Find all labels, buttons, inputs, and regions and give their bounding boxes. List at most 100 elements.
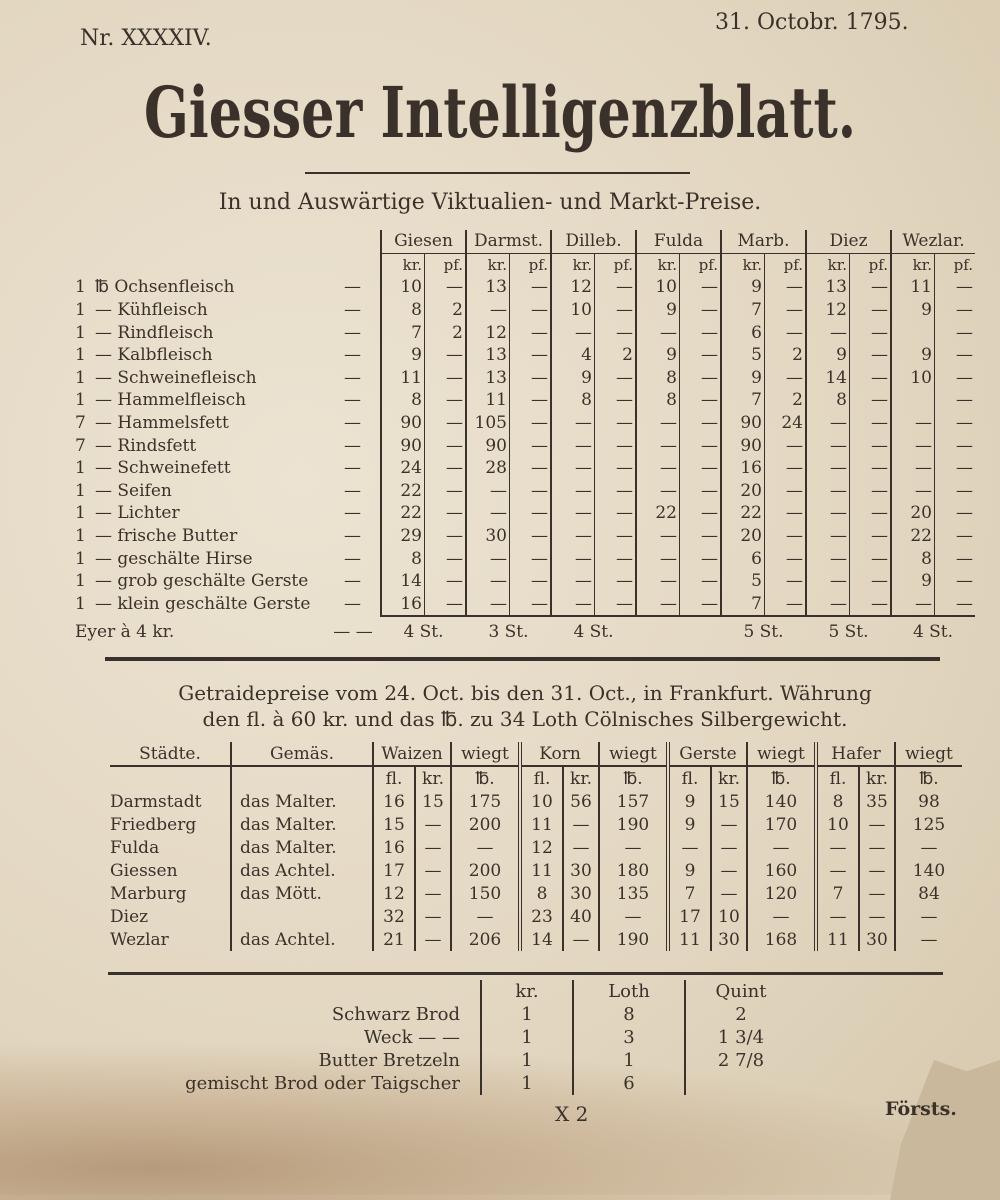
price-kr: 30: [710, 928, 747, 951]
price-fl: 15: [372, 813, 415, 836]
price-kr: 15: [414, 790, 451, 813]
price-fl: 9: [666, 790, 711, 813]
bread-row: Schwarz Brod 1 8 2: [170, 1003, 796, 1026]
market-row: 1— Kalbfleisch —9—13—4 2 9—5 2 9—9—: [75, 343, 975, 367]
price-kr: 12: [550, 276, 595, 299]
unit-kr: kr.: [414, 766, 451, 790]
city-name: Marburg: [110, 883, 187, 904]
item-label: grob geschälte Gerste: [117, 571, 309, 592]
price-pf: —: [934, 366, 975, 390]
market-row: 1— Rindfleisch —7 2 12— — — — —6— — — —: [75, 321, 975, 344]
price-pf: —: [764, 298, 806, 322]
unit-fl: fl.: [666, 766, 711, 790]
measure: das Mött.: [230, 882, 373, 905]
price-kr: —: [710, 813, 747, 836]
quantity: 1: [75, 526, 86, 547]
price-pf: —: [424, 592, 466, 617]
weight-lb: —: [598, 905, 668, 928]
unit-lb: ℔.: [894, 766, 962, 790]
eggs-count: 4 St.: [381, 615, 466, 648]
price-pf: —: [424, 343, 466, 367]
price-pf: —: [424, 366, 466, 390]
price-kr: 14: [805, 366, 850, 390]
leader-dash: —: [344, 345, 361, 366]
weight-lb: 140: [746, 790, 816, 813]
bread-weight-table: kr. Loth Quint Schwarz Brod 1 8 2 Weck — —1 3 1 …: [170, 980, 796, 1095]
price-kr: 22: [635, 502, 680, 525]
quantity: 1: [75, 571, 86, 592]
price-pf: —: [679, 592, 721, 617]
col-measure: Gemäs.: [230, 742, 373, 767]
quantity: 1: [75, 390, 86, 411]
price-pf: —: [594, 592, 636, 617]
price-fl: 7: [666, 882, 711, 905]
measure: das Achtel.: [230, 859, 373, 882]
quantity: 1: [75, 458, 86, 479]
eggs-row: Eyer à 4 kr. — —4 St. 3 St. 4 St. 5 St. 5 St.…: [75, 615, 975, 648]
price-kr: 8: [380, 547, 425, 570]
price-pf: —: [509, 569, 551, 593]
weight-lb: 125: [894, 813, 962, 836]
catchword: Försts.: [885, 1098, 957, 1120]
weight-lb: 168: [746, 928, 816, 951]
price-pf: —: [934, 569, 975, 593]
title-rule: [305, 172, 690, 174]
bread-weight-quint: 2: [684, 1003, 796, 1026]
price-kr: 105: [465, 411, 510, 435]
item-name: — Rindsfett: [95, 434, 325, 457]
price-pf: —: [424, 524, 466, 548]
item-name: — Hammelsfett: [95, 412, 325, 435]
price-kr: 9: [635, 343, 680, 367]
leader-dash: —: [344, 480, 361, 501]
price-pf: 2: [424, 321, 466, 344]
item-label: Schweinefleisch: [117, 367, 257, 388]
price-kr: —: [805, 434, 850, 457]
signature-mark: X 2: [555, 1102, 589, 1126]
price-kr: —: [550, 569, 595, 593]
price-kr: —: [465, 479, 510, 503]
item-name: — Rindfleisch: [95, 321, 325, 344]
weight-lb: 190: [598, 928, 668, 951]
price-pf: —: [424, 276, 466, 299]
grain-price-table: Städte. Gemäs. Waizen wiegt Korn wiegt Gerst…: [110, 742, 962, 951]
city-header: Darmst.: [465, 230, 551, 254]
price-pf: —: [849, 502, 891, 525]
item-label: Lichter: [117, 503, 180, 524]
price-pf: —: [679, 389, 721, 412]
price-pf: —: [934, 434, 975, 457]
price-kr: —: [858, 813, 895, 836]
item-name: — frische Butter: [95, 525, 325, 548]
leader-dash: —: [344, 322, 361, 343]
price-pf: —: [849, 366, 891, 390]
price-fl: —: [814, 905, 859, 928]
price-kr: —: [550, 321, 595, 344]
item-label: Rindfleisch: [117, 322, 214, 343]
price-pf: —: [934, 389, 975, 412]
price-kr: 24: [380, 456, 425, 480]
weight-lb: —: [894, 928, 962, 951]
city-name: Fulda: [110, 837, 160, 858]
ditto-mark: —: [95, 526, 112, 547]
price-pf: —: [424, 547, 466, 570]
grain-row: Darmstadt das Malter. 16 15 175 10 56 157 9 15 140…: [110, 790, 962, 813]
price-pf: —: [764, 456, 806, 480]
price-pf: —: [849, 592, 891, 617]
unit-kr: kr.: [858, 766, 895, 790]
item-name: — geschälte Hirse: [95, 547, 325, 570]
price-kr: —: [805, 456, 850, 480]
price-kr: —: [805, 592, 850, 617]
leader-dash: — —: [333, 621, 373, 642]
price-pf: —: [849, 389, 891, 412]
price-fl: 11: [518, 813, 563, 836]
price-kr: —: [550, 411, 595, 435]
city-name: Wezlar: [110, 929, 169, 950]
bread-weight-loth: 3: [572, 1026, 685, 1049]
price-kr: 9: [635, 298, 680, 322]
price-pf: —: [594, 276, 636, 299]
market-price-table: Giesen Darmst. Dilleb. Fulda Marb. Diez Wezlar…: [75, 230, 975, 648]
price-pf: —: [934, 411, 975, 435]
price-pf: —: [679, 343, 721, 367]
weight-lb: 157: [598, 790, 668, 813]
city-header: Wezlar.: [890, 230, 975, 254]
price-kr: —: [465, 298, 510, 322]
